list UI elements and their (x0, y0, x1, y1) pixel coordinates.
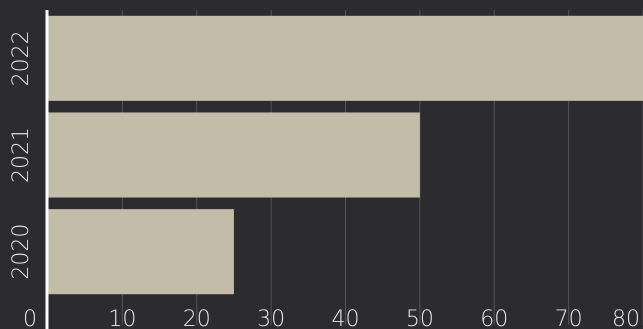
category-labels: 2020 2021 2022 (9, 30, 34, 279)
bar-2021 (48, 112, 420, 198)
x-tick-label-70: 70 (555, 307, 583, 329)
x-tick-label-0: 0 (23, 307, 37, 329)
x-tick-label-80: 80 (612, 307, 640, 329)
bars (48, 15, 643, 295)
bar-2022 (48, 15, 643, 101)
x-tick-label-30: 30 (257, 307, 285, 329)
category-label-2020: 2020 (9, 224, 34, 280)
category-label-2022: 2022 (9, 30, 34, 86)
x-tick-label-20: 20 (183, 307, 211, 329)
x-tick-label-50: 50 (406, 307, 434, 329)
x-tick-label-10: 10 (108, 307, 136, 329)
category-label-2021: 2021 (9, 127, 34, 183)
x-tick-labels: 0 10 20 30 40 50 60 70 80 (23, 307, 640, 329)
x-tick-label-60: 60 (480, 307, 508, 329)
bar-2020 (48, 209, 234, 295)
x-tick-label-40: 40 (332, 307, 360, 329)
